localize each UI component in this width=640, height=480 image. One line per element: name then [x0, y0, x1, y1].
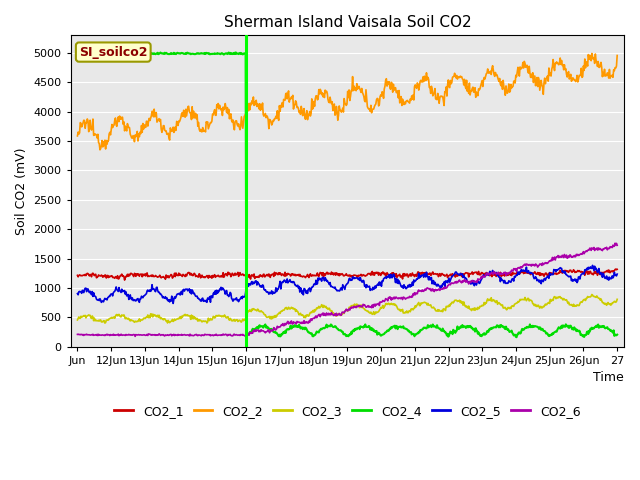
- CO2_4: [237, 51, 244, 57]
- CO2_5: [170, 300, 177, 306]
- Title: Sherman Island Vaisala Soil CO2: Sherman Island Vaisala Soil CO2: [223, 15, 471, 30]
- CO2_4: [404, 327, 412, 333]
- CO2_1: [121, 277, 129, 283]
- CO2_1: [138, 271, 145, 277]
- CO2_2: [588, 50, 596, 56]
- CO2_4: [264, 325, 271, 331]
- CO2_2: [404, 97, 412, 103]
- Line: CO2_5: CO2_5: [77, 265, 617, 303]
- CO2_1: [613, 266, 621, 272]
- CO2_5: [434, 281, 442, 287]
- Line: CO2_1: CO2_1: [77, 269, 617, 280]
- CO2_6: [611, 240, 619, 246]
- CO2_4: [613, 332, 621, 337]
- CO2_6: [74, 332, 81, 337]
- CO2_3: [237, 319, 244, 324]
- Y-axis label: Soil CO2 (mV): Soil CO2 (mV): [15, 147, 28, 235]
- CO2_5: [137, 296, 145, 302]
- CO2_3: [284, 306, 292, 312]
- CO2_3: [404, 310, 412, 315]
- CO2_2: [74, 133, 81, 139]
- CO2_5: [237, 295, 244, 301]
- CO2_5: [264, 289, 271, 295]
- Line: CO2_3: CO2_3: [77, 295, 617, 323]
- CO2_4: [284, 326, 292, 332]
- CO2_3: [138, 317, 145, 323]
- CO2_6: [264, 328, 271, 334]
- CO2_1: [74, 273, 81, 278]
- CO2_6: [613, 242, 621, 248]
- CO2_3: [74, 317, 81, 323]
- CO2_3: [264, 314, 271, 320]
- CO2_6: [434, 287, 442, 293]
- CO2_1: [264, 272, 271, 277]
- CO2_6: [131, 334, 139, 339]
- CO2_3: [613, 297, 621, 302]
- CO2_5: [589, 263, 596, 268]
- CO2_6: [404, 295, 412, 300]
- Text: SI_soilco2: SI_soilco2: [79, 46, 147, 59]
- CO2_2: [138, 122, 145, 128]
- CO2_5: [74, 291, 81, 297]
- CO2_3: [434, 307, 442, 312]
- CO2_1: [404, 271, 412, 277]
- CO2_4: [434, 324, 442, 330]
- Line: CO2_6: CO2_6: [77, 243, 617, 336]
- CO2_4: [76, 49, 84, 55]
- CO2_1: [612, 266, 620, 272]
- CO2_2: [96, 147, 104, 153]
- CO2_5: [284, 280, 292, 286]
- CO2_5: [613, 271, 621, 277]
- X-axis label: Time: Time: [593, 372, 624, 384]
- Line: CO2_4: CO2_4: [77, 52, 617, 337]
- CO2_4: [138, 51, 145, 57]
- CO2_1: [237, 272, 244, 278]
- CO2_2: [264, 114, 271, 120]
- CO2_6: [237, 332, 244, 337]
- CO2_2: [434, 91, 442, 96]
- CO2_6: [284, 319, 292, 324]
- CO2_6: [138, 332, 145, 338]
- CO2_1: [284, 271, 292, 276]
- CO2_2: [237, 124, 244, 130]
- CO2_3: [588, 292, 596, 298]
- CO2_4: [74, 51, 81, 57]
- CO2_2: [613, 53, 621, 59]
- CO2_2: [284, 91, 292, 97]
- CO2_1: [434, 271, 442, 276]
- CO2_4: [513, 335, 520, 340]
- CO2_3: [101, 320, 109, 326]
- Legend: CO2_1, CO2_2, CO2_3, CO2_4, CO2_5, CO2_6: CO2_1, CO2_2, CO2_3, CO2_4, CO2_5, CO2_6: [109, 400, 586, 423]
- Line: CO2_2: CO2_2: [77, 53, 617, 150]
- CO2_5: [404, 285, 412, 290]
